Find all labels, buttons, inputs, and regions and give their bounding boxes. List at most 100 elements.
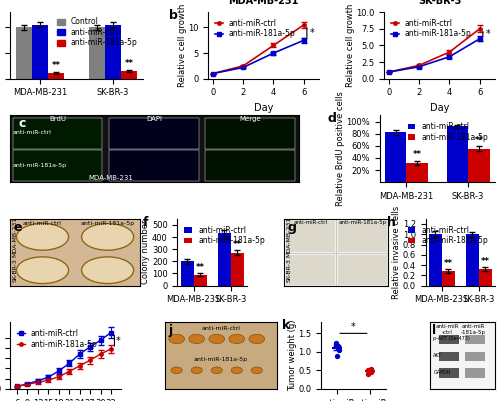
Bar [121, 71, 137, 79]
anti-miR-ctrl [56, 369, 62, 373]
Y-axis label: Relative cell growth: Relative cell growth [346, 4, 354, 87]
FancyBboxPatch shape [206, 150, 295, 181]
FancyBboxPatch shape [338, 220, 387, 251]
Text: f: f [142, 215, 148, 229]
Text: b: b [170, 9, 178, 22]
Y-axis label: Relative invasive cells: Relative invasive cells [392, 206, 401, 299]
Bar [406, 163, 428, 182]
anti-miR-181a-5p [108, 346, 114, 351]
Text: d: d [328, 112, 336, 125]
FancyBboxPatch shape [13, 150, 102, 181]
Text: **: ** [124, 59, 134, 68]
anti-miR-ctrl [240, 63, 246, 68]
Text: **: ** [196, 263, 204, 272]
Bar [385, 132, 406, 182]
FancyBboxPatch shape [206, 118, 295, 149]
anti-miR-181a-5p [24, 382, 30, 387]
Point [364, 367, 372, 373]
Line: anti-miR-181a-5p: anti-miR-181a-5p [15, 347, 112, 388]
Text: MDA-MB-231: MDA-MB-231 [88, 176, 134, 182]
Bar [105, 25, 121, 79]
anti-miR-ctrl [270, 43, 276, 48]
Point [333, 352, 341, 359]
Text: h: h [388, 215, 396, 229]
Title: MDA-MB-231: MDA-MB-231 [228, 0, 299, 6]
Text: anti-miR-ctrl: anti-miR-ctrl [202, 326, 240, 330]
Circle shape [211, 367, 222, 374]
Text: anti-miR-ctrl: anti-miR-ctrl [13, 130, 52, 135]
anti-miR-181a-5p [301, 38, 307, 43]
Text: MDA-MB-231: MDA-MB-231 [12, 217, 18, 257]
anti-miR-181a-5p [240, 65, 246, 70]
Text: Merge: Merge [240, 116, 262, 122]
anti-miR-ctrl [416, 63, 422, 68]
Bar [428, 234, 442, 286]
FancyBboxPatch shape [439, 352, 458, 361]
anti-miR-181a-5p [87, 358, 93, 363]
Point [334, 345, 342, 351]
anti-miR-181a-5p [98, 352, 103, 356]
Point [332, 341, 340, 348]
X-axis label: Day: Day [430, 103, 449, 113]
Text: **: ** [444, 259, 452, 267]
Y-axis label: Tumor weight (g): Tumor weight (g) [288, 320, 296, 391]
Bar [446, 126, 468, 182]
Bar [468, 149, 490, 182]
Point [366, 368, 374, 375]
anti-miR-181a-5p [76, 363, 82, 368]
Text: *: * [351, 322, 356, 332]
FancyBboxPatch shape [465, 335, 484, 344]
Bar [194, 275, 206, 286]
Text: SK-BR-3: SK-BR-3 [12, 258, 18, 282]
anti-miR-ctrl [301, 22, 307, 27]
Bar [230, 253, 243, 286]
anti-miR-181a-5p [46, 378, 52, 383]
Line: anti-miR-181a-5p: anti-miR-181a-5p [211, 38, 306, 75]
Point [367, 369, 375, 375]
anti-miR-181a-5p [66, 369, 72, 374]
Y-axis label: Colony number: Colony number [142, 220, 150, 284]
Text: l: l [432, 324, 436, 337]
FancyBboxPatch shape [465, 352, 484, 361]
FancyBboxPatch shape [285, 220, 335, 251]
Circle shape [209, 334, 224, 344]
Text: anti-miR-181a-5p: anti-miR-181a-5p [13, 163, 67, 168]
Text: k: k [282, 319, 290, 332]
Text: **: ** [412, 150, 422, 159]
Text: anti-miR
-ctrl: anti-miR -ctrl [436, 324, 460, 335]
Circle shape [16, 257, 68, 284]
Line: anti-miR-ctrl: anti-miR-ctrl [15, 331, 112, 388]
Y-axis label: Relative BrdU positive cells: Relative BrdU positive cells [336, 91, 344, 206]
Text: **: ** [474, 136, 484, 144]
Circle shape [169, 334, 184, 344]
Bar [89, 27, 105, 79]
FancyBboxPatch shape [285, 253, 335, 285]
Text: **: ** [232, 241, 241, 249]
Circle shape [82, 223, 134, 250]
Text: j: j [169, 324, 173, 337]
Circle shape [229, 334, 244, 344]
anti-miR-181a-5p [210, 71, 216, 76]
Text: AKT: AKT [434, 353, 442, 358]
Circle shape [249, 334, 264, 344]
anti-miR-181a-5p [386, 70, 392, 75]
Text: GAPDH: GAPDH [434, 370, 451, 375]
Line: anti-miR-181a-5p: anti-miR-181a-5p [387, 37, 482, 74]
anti-miR-ctrl [98, 338, 103, 342]
Line: anti-miR-ctrl: anti-miR-ctrl [211, 23, 306, 75]
Bar [479, 269, 492, 286]
Bar [442, 271, 454, 286]
anti-miR-181a-5p [56, 374, 62, 379]
anti-miR-181a-5p [270, 51, 276, 55]
Text: BrdU: BrdU [50, 116, 66, 122]
anti-miR-ctrl [76, 352, 82, 356]
Text: p-AKT (Ser473): p-AKT (Ser473) [434, 336, 470, 341]
FancyBboxPatch shape [338, 253, 387, 285]
Bar [16, 27, 32, 79]
FancyBboxPatch shape [13, 118, 102, 149]
Circle shape [16, 223, 68, 250]
anti-miR-ctrl [35, 379, 41, 383]
anti-miR-181a-5p [416, 64, 422, 69]
Y-axis label: Relative cell growth: Relative cell growth [178, 4, 186, 87]
Point [334, 343, 342, 350]
